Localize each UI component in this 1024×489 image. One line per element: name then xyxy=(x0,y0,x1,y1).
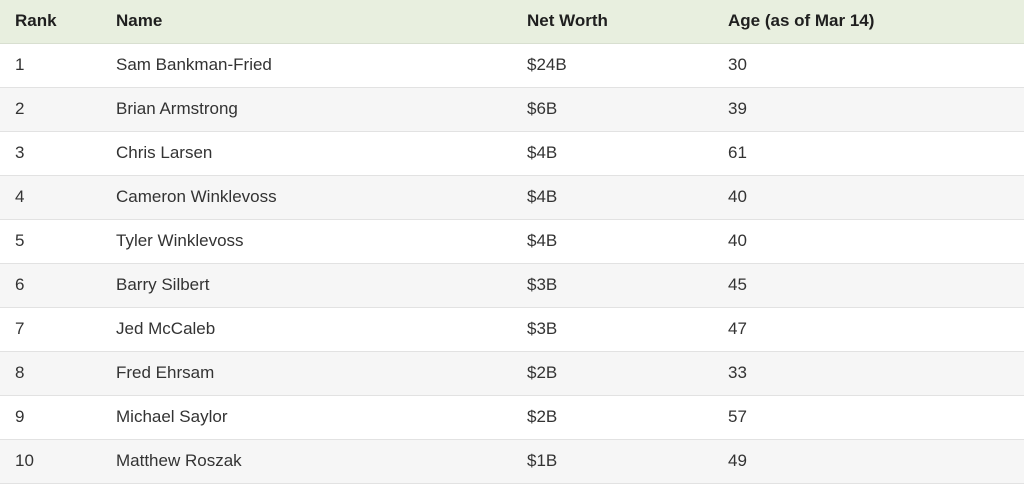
cell-name: Fred Ehrsam xyxy=(101,351,512,396)
cell-age: 40 xyxy=(713,219,1024,264)
cell-age: 49 xyxy=(713,439,1024,484)
cell-rank: 4 xyxy=(0,175,101,220)
cell-name: Jed McCaleb xyxy=(101,307,512,352)
table-row: 4 Cameron Winklevoss $4B 40 xyxy=(0,175,1024,220)
cell-net-worth: $24B xyxy=(512,43,713,88)
cell-rank: 2 xyxy=(0,87,101,132)
cell-name: Cameron Winklevoss xyxy=(101,175,512,220)
header-row: Rank Name Net Worth Age (as of Mar 14) xyxy=(0,0,1024,44)
cell-rank: 1 xyxy=(0,43,101,88)
cell-net-worth: $3B xyxy=(512,307,713,352)
table-header: Rank Name Net Worth Age (as of Mar 14) xyxy=(0,0,1024,44)
header-rank[interactable]: Rank xyxy=(0,0,101,44)
cell-net-worth: $2B xyxy=(512,351,713,396)
cell-age: 61 xyxy=(713,131,1024,176)
cell-rank: 3 xyxy=(0,131,101,176)
cell-rank: 6 xyxy=(0,263,101,308)
table-row: 10 Matthew Roszak $1B 49 xyxy=(0,439,1024,484)
cell-name: Brian Armstrong xyxy=(101,87,512,132)
table-row: 1 Sam Bankman-Fried $24B 30 xyxy=(0,43,1024,88)
cell-name: Chris Larsen xyxy=(101,131,512,176)
cell-age: 47 xyxy=(713,307,1024,352)
cell-rank: 5 xyxy=(0,219,101,264)
cell-rank: 9 xyxy=(0,395,101,440)
cell-name: Sam Bankman-Fried xyxy=(101,43,512,88)
cell-age: 33 xyxy=(713,351,1024,396)
cell-net-worth: $2B xyxy=(512,395,713,440)
table-row: 5 Tyler Winklevoss $4B 40 xyxy=(0,219,1024,264)
cell-age: 45 xyxy=(713,263,1024,308)
header-name[interactable]: Name xyxy=(101,0,512,44)
table-row: 3 Chris Larsen $4B 61 xyxy=(0,131,1024,176)
cell-name: Barry Silbert xyxy=(101,263,512,308)
cell-age: 40 xyxy=(713,175,1024,220)
cell-net-worth: $1B xyxy=(512,439,713,484)
cell-rank: 7 xyxy=(0,307,101,352)
cell-name: Michael Saylor xyxy=(101,395,512,440)
header-net-worth[interactable]: Net Worth xyxy=(512,0,713,44)
table-row: 8 Fred Ehrsam $2B 33 xyxy=(0,351,1024,396)
cell-name: Matthew Roszak xyxy=(101,439,512,484)
cell-age: 30 xyxy=(713,43,1024,88)
cell-rank: 10 xyxy=(0,439,101,484)
cell-net-worth: $3B xyxy=(512,263,713,308)
table-row: 6 Barry Silbert $3B 45 xyxy=(0,263,1024,308)
table-body: 1 Sam Bankman-Fried $24B 30 2 Brian Arms… xyxy=(0,43,1024,484)
cell-net-worth: $4B xyxy=(512,131,713,176)
table-row: 9 Michael Saylor $2B 57 xyxy=(0,395,1024,440)
cell-rank: 8 xyxy=(0,351,101,396)
header-age[interactable]: Age (as of Mar 14) xyxy=(713,0,1024,44)
table-row: 2 Brian Armstrong $6B 39 xyxy=(0,87,1024,132)
cell-net-worth: $4B xyxy=(512,175,713,220)
cell-age: 39 xyxy=(713,87,1024,132)
cell-net-worth: $6B xyxy=(512,87,713,132)
cell-name: Tyler Winklevoss xyxy=(101,219,512,264)
cell-age: 57 xyxy=(713,395,1024,440)
cell-net-worth: $4B xyxy=(512,219,713,264)
table-row: 7 Jed McCaleb $3B 47 xyxy=(0,307,1024,352)
